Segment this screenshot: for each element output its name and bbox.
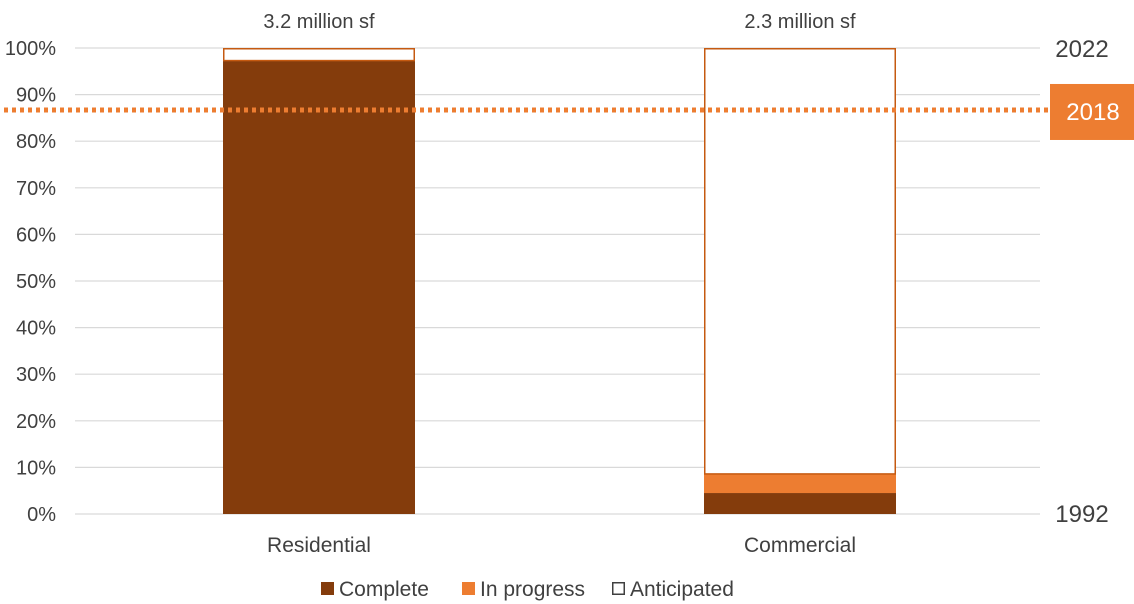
- y-tick-label: 70%: [16, 178, 56, 200]
- y-tick-label: 30%: [16, 364, 56, 386]
- y-tick-label: 0%: [27, 504, 56, 526]
- y-tick-label: 10%: [16, 457, 56, 479]
- y-tick-label: 40%: [16, 318, 56, 340]
- legend-label: In progress: [480, 578, 585, 601]
- legend: Complete In progress Anticipated: [321, 578, 734, 601]
- bar-segment-anticipated-commercial: [704, 48, 896, 475]
- legend-swatch-anticipated: [612, 582, 625, 595]
- y-tick-label: 20%: [16, 411, 56, 433]
- bars: [223, 48, 896, 514]
- y-tick-label: 100%: [5, 38, 56, 60]
- y-tick-label: 50%: [16, 271, 56, 293]
- category-label: Residential: [267, 534, 371, 557]
- legend-label: Complete: [339, 578, 429, 601]
- right-year-labels: 2022 1992: [1055, 36, 1108, 528]
- right-axis-bottom-label: 1992: [1055, 501, 1108, 528]
- right-axis-top-label: 2022: [1055, 36, 1108, 63]
- legend-label: Anticipated: [630, 578, 734, 601]
- bar-total-label: 3.2 million sf: [263, 11, 375, 33]
- legend-swatch-complete: [321, 582, 334, 595]
- reference-line-label: 2018: [1066, 99, 1119, 126]
- bar-total-label: 2.3 million sf: [744, 11, 856, 33]
- reference-badge: [1050, 83, 1134, 140]
- legend-swatch-in-progress: [462, 582, 475, 595]
- reference-line-2018: 2018: [4, 83, 1134, 140]
- y-tick-label: 90%: [16, 85, 56, 107]
- bar-segment-anticipated-residential: [223, 48, 415, 62]
- category-labels: Residential Commercial: [267, 534, 856, 557]
- y-tick-label: 80%: [16, 131, 56, 153]
- bar-total-labels: 3.2 million sf 2.3 million sf: [263, 11, 856, 33]
- bar-segment-complete-residential: [223, 60, 415, 514]
- y-axis-ticks: 0% 10% 20% 30% 40% 50% 60% 70% 80% 90% 100%: [5, 38, 56, 526]
- bar-segment-in-progress-commercial: [704, 473, 896, 494]
- bar-segment-complete-commercial: [704, 493, 896, 514]
- y-tick-label: 60%: [16, 224, 56, 246]
- category-label: Commercial: [744, 534, 856, 557]
